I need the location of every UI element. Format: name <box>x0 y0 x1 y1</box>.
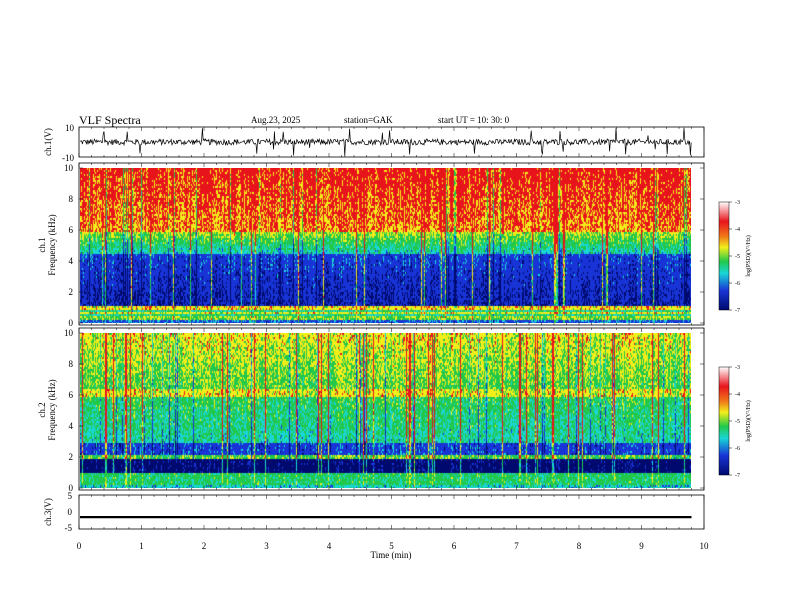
ch3-ylabel: ch.3(V) <box>43 498 53 526</box>
ch1-spec-ytick-labels: 0 2 4 6 8 10 <box>64 163 704 328</box>
x-tick-label: 8 <box>577 541 582 551</box>
date-label: Aug.23, 2025 <box>251 115 301 125</box>
ch2-colorbar-gradient <box>718 366 730 476</box>
ch3-frame <box>78 494 705 530</box>
x-tick-label: 2 <box>202 541 207 551</box>
ch3-waveform-panel: 5 0 -5 ch.3(V) <box>43 491 705 533</box>
y-tick-label: 2 <box>69 452 74 462</box>
y-tick-label: 0 <box>69 483 74 493</box>
ch1-spectrogram-image <box>80 168 691 323</box>
station-label: station=GAK <box>344 115 393 125</box>
cb-tick-label: -7 <box>735 473 740 479</box>
ch1-colorbar-ticks: -3 -4 -5 -6 -7 <box>729 200 740 314</box>
cb-tick-label: -6 <box>735 446 740 452</box>
y-tick-label: 0 <box>69 318 74 328</box>
figure-title: VLF Spectra <box>79 113 141 127</box>
ch1-ylabel: ch.1(V) <box>43 128 53 156</box>
x-tick-label: 4 <box>327 541 332 551</box>
cb-tick-label: -5 <box>735 419 740 425</box>
ch2-colorbar-ticks: -3 -4 -5 -6 -7 <box>729 365 740 479</box>
y-tick-label: 10 <box>64 163 74 173</box>
ch1-colorbar: -3 -4 -5 -6 -7 log(PSD)(V²/Hz) <box>718 200 752 314</box>
x-axis-label: Time (min) <box>371 550 412 560</box>
ch3-ytick-bottom: -5 <box>65 523 73 533</box>
y-tick-label: 6 <box>69 390 74 400</box>
cb-tick-label: -3 <box>735 200 740 206</box>
x-tick-label: 7 <box>514 541 519 551</box>
ch2-spec-ylabel-line2: Frequency (kHz) <box>47 379 57 440</box>
ch2-spectrogram-panel: 0 2 4 6 8 10 ch.2 Frequency (kHz) <box>37 327 705 493</box>
y-tick-label: 4 <box>69 256 74 266</box>
ch2-spec-ylabel-line1: ch.2 <box>37 402 47 417</box>
ch1-spec-ylabel-line1: ch.1 <box>37 237 47 252</box>
start-time-label: start UT = 10: 30: 0 <box>438 115 510 125</box>
ch1-spec-ticks <box>78 163 705 325</box>
ch1-spectrogram-panel: 0 2 4 6 8 10 ch.1 Frequency (kHz) <box>37 162 705 328</box>
x-tick-label: 9 <box>639 541 644 551</box>
x-tick-label: 10 <box>700 541 710 551</box>
y-tick-label: 4 <box>69 421 74 431</box>
ch3-ytick-top: 5 <box>68 491 73 501</box>
ch1-ticks <box>78 127 705 157</box>
ch2-spectrogram-image <box>80 333 691 488</box>
y-tick-label: 6 <box>69 225 74 235</box>
ch1-colorbar-gradient <box>718 201 730 311</box>
y-tick-label: 8 <box>69 194 74 204</box>
cb-tick-label: -4 <box>735 227 740 233</box>
cb-tick-label: -6 <box>735 281 740 287</box>
ch2-colorbar-label: log(PSD)(V²/Hz) <box>745 400 752 441</box>
x-tick-label: 1 <box>139 541 144 551</box>
ch1-spec-ylabel-line2: Frequency (kHz) <box>47 214 57 275</box>
ch2-spec-ticks <box>78 328 705 490</box>
ch1-signal-line <box>79 127 692 157</box>
ch2-colorbar: -3 -4 -5 -6 -7 log(PSD)(V²/Hz) <box>718 365 752 479</box>
x-tick-label: 5 <box>389 541 394 551</box>
y-tick-label: 10 <box>64 328 74 338</box>
x-tick-label: 3 <box>264 541 269 551</box>
y-tick-label: 8 <box>69 359 74 369</box>
x-tick-labels: 0 1 2 3 4 5 6 7 8 9 10 <box>77 541 709 551</box>
ch1-ytick-bottom: -10 <box>62 153 74 163</box>
cb-tick-label: -7 <box>735 308 740 314</box>
ch2-spec-ytick-labels: 0 2 4 6 8 10 <box>64 328 704 493</box>
ch1-ytick-top: 10 <box>65 123 75 133</box>
cb-tick-label: -4 <box>735 392 740 398</box>
x-tick-label: 0 <box>77 541 82 551</box>
cb-tick-label: -5 <box>735 254 740 260</box>
cb-tick-label: -3 <box>735 365 740 371</box>
ch3-ytick-mid: 0 <box>68 507 73 517</box>
ch1-colorbar-label: log(PSD)(V²/Hz) <box>745 235 752 276</box>
x-tick-label: 6 <box>452 541 457 551</box>
y-tick-label: 2 <box>69 287 74 297</box>
ch1-waveform-panel: 10 -10 ch.1(V) <box>43 123 705 163</box>
ch3-ticks <box>78 495 705 529</box>
